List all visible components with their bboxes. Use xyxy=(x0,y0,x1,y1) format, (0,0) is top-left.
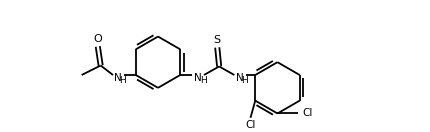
Text: Cl: Cl xyxy=(303,109,313,118)
Text: O: O xyxy=(93,34,102,44)
Text: N: N xyxy=(114,73,122,83)
Text: S: S xyxy=(214,35,221,45)
Text: N: N xyxy=(236,73,244,83)
Text: H: H xyxy=(241,76,248,85)
Text: Cl: Cl xyxy=(246,120,256,130)
Text: H: H xyxy=(200,76,206,85)
Text: H: H xyxy=(119,76,126,85)
Text: N: N xyxy=(194,73,202,83)
